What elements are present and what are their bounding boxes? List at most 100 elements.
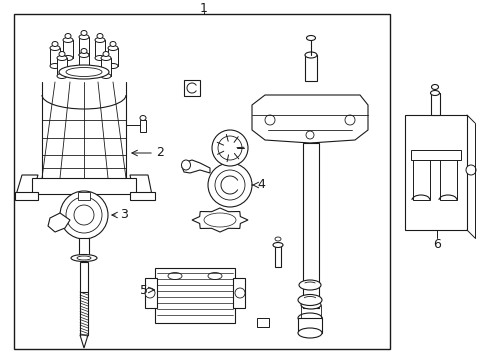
Ellipse shape xyxy=(57,55,67,60)
Polygon shape xyxy=(15,192,38,200)
Bar xyxy=(404,115,466,230)
Bar xyxy=(79,55,89,73)
Text: 3: 3 xyxy=(120,208,128,221)
Ellipse shape xyxy=(79,71,89,76)
Ellipse shape xyxy=(63,37,73,42)
Ellipse shape xyxy=(306,36,315,40)
Bar xyxy=(140,120,146,132)
Text: 1: 1 xyxy=(200,1,207,14)
Circle shape xyxy=(60,191,108,239)
Circle shape xyxy=(66,197,102,233)
Circle shape xyxy=(218,136,242,160)
Polygon shape xyxy=(251,95,367,143)
Ellipse shape xyxy=(305,52,316,58)
Polygon shape xyxy=(183,80,200,96)
Ellipse shape xyxy=(95,55,105,60)
Polygon shape xyxy=(16,175,38,195)
Bar xyxy=(50,48,60,66)
Polygon shape xyxy=(78,192,90,200)
Polygon shape xyxy=(182,160,209,173)
Bar xyxy=(257,318,268,327)
Circle shape xyxy=(207,163,251,207)
Polygon shape xyxy=(130,175,152,195)
Bar xyxy=(79,238,89,256)
Ellipse shape xyxy=(81,31,87,36)
Ellipse shape xyxy=(101,73,111,78)
Ellipse shape xyxy=(79,53,89,58)
Polygon shape xyxy=(192,208,247,232)
Ellipse shape xyxy=(59,51,65,57)
Polygon shape xyxy=(80,335,88,348)
Ellipse shape xyxy=(207,273,222,279)
Ellipse shape xyxy=(272,243,283,248)
Polygon shape xyxy=(412,155,429,200)
Ellipse shape xyxy=(101,55,111,60)
Ellipse shape xyxy=(77,256,91,260)
Circle shape xyxy=(264,115,274,125)
Ellipse shape xyxy=(110,41,116,46)
Ellipse shape xyxy=(181,160,190,170)
Polygon shape xyxy=(48,213,70,232)
Ellipse shape xyxy=(297,294,321,306)
Text: 4: 4 xyxy=(257,179,264,192)
Ellipse shape xyxy=(71,255,97,261)
Ellipse shape xyxy=(140,116,146,121)
Bar xyxy=(95,40,105,58)
Bar xyxy=(303,143,318,308)
Circle shape xyxy=(305,131,313,139)
Ellipse shape xyxy=(97,33,103,39)
Ellipse shape xyxy=(168,273,182,279)
Text: 5: 5 xyxy=(140,284,148,297)
Bar xyxy=(108,48,118,66)
Bar xyxy=(80,262,88,292)
Ellipse shape xyxy=(297,313,321,323)
Bar xyxy=(32,178,136,194)
Ellipse shape xyxy=(108,45,118,50)
Bar xyxy=(14,14,389,349)
Polygon shape xyxy=(439,155,456,200)
Ellipse shape xyxy=(59,65,109,79)
Bar xyxy=(155,268,235,323)
Circle shape xyxy=(345,115,354,125)
Ellipse shape xyxy=(52,41,58,46)
Bar xyxy=(410,150,460,160)
Ellipse shape xyxy=(203,213,236,227)
Ellipse shape xyxy=(274,237,281,241)
Circle shape xyxy=(145,288,155,298)
Bar xyxy=(305,55,316,81)
Circle shape xyxy=(74,205,94,225)
Ellipse shape xyxy=(57,73,67,78)
Ellipse shape xyxy=(301,301,320,309)
Bar xyxy=(297,318,321,333)
Text: 6: 6 xyxy=(432,238,440,252)
Text: 2: 2 xyxy=(156,147,163,159)
Ellipse shape xyxy=(297,328,321,338)
Polygon shape xyxy=(130,192,155,200)
Ellipse shape xyxy=(81,49,87,54)
Ellipse shape xyxy=(429,90,439,95)
Bar xyxy=(101,58,111,76)
Ellipse shape xyxy=(66,68,102,77)
Ellipse shape xyxy=(50,63,60,68)
Circle shape xyxy=(215,170,244,200)
Bar xyxy=(145,278,157,308)
Bar xyxy=(232,278,244,308)
Ellipse shape xyxy=(79,35,89,40)
Bar xyxy=(57,58,67,76)
Circle shape xyxy=(465,165,475,175)
Bar xyxy=(274,245,281,267)
Bar xyxy=(63,40,73,58)
Ellipse shape xyxy=(95,37,105,42)
Ellipse shape xyxy=(298,280,320,290)
Ellipse shape xyxy=(103,51,109,57)
Ellipse shape xyxy=(50,45,60,50)
Ellipse shape xyxy=(65,33,71,39)
Circle shape xyxy=(212,130,247,166)
Ellipse shape xyxy=(299,314,321,322)
Ellipse shape xyxy=(430,85,438,90)
Bar xyxy=(430,93,439,115)
Bar xyxy=(79,37,89,55)
Ellipse shape xyxy=(108,63,118,68)
Circle shape xyxy=(235,288,244,298)
Ellipse shape xyxy=(79,53,89,58)
